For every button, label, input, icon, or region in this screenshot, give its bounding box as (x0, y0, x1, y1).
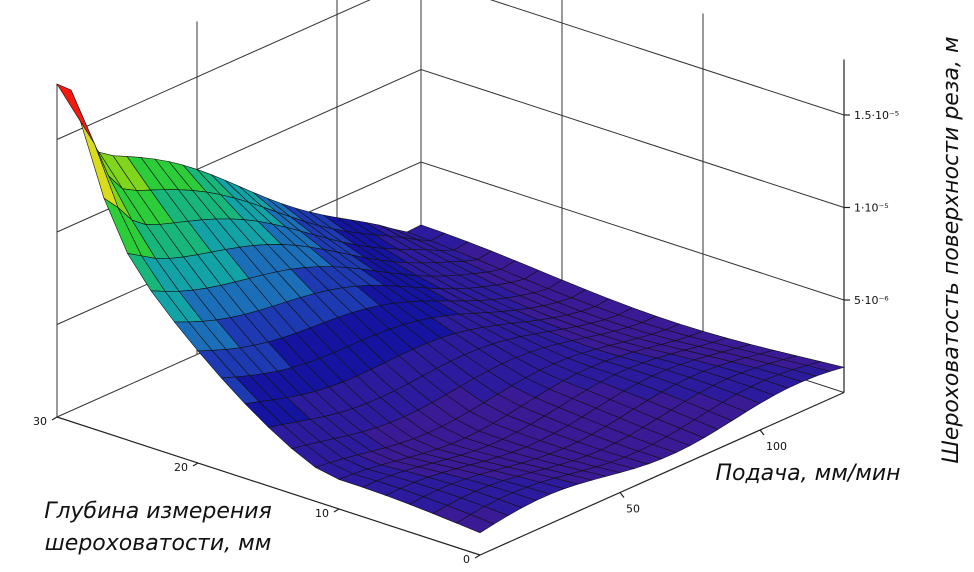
z-tick-label: 1.5·10⁻⁵ (854, 109, 899, 122)
feed-tick-mark (619, 492, 625, 498)
depth-tick-label: 20 (174, 461, 188, 474)
x-axis-title: Подача, мм/мин (715, 461, 900, 486)
depth-axis-line (56, 416, 481, 556)
tick-labels: 5·10⁻⁶ 1·10⁻⁵ 1.5·10⁻⁵ 0 10 20 30 50 100 (33, 109, 899, 566)
depth-tick-label: 0 (463, 553, 470, 566)
y-axis-title-line2: шероховатости, мм (45, 531, 272, 556)
surface-cell (455, 514, 495, 534)
z-tick-label: 5·10⁻⁶ (854, 294, 889, 307)
depth-tick-mark (51, 416, 58, 421)
z-tick-label: 1·10⁻⁵ (854, 202, 889, 215)
feed-tick-label: 50 (626, 503, 640, 516)
feed-tick-label: 100 (766, 440, 787, 453)
y-axis-title-line1: Глубина измерения (44, 499, 272, 524)
depth-tick-label: 10 (315, 507, 329, 520)
depth-tick-mark (474, 554, 481, 559)
depth-tick-mark (333, 508, 340, 513)
depth-tick-mark (192, 462, 199, 467)
z-axis-title: Шероховатость поверхности реза, м (939, 36, 964, 463)
depth-tick-label: 30 (33, 415, 47, 428)
feed-axis-line (479, 391, 845, 556)
feed-tick-mark (759, 429, 765, 436)
surface-mesh (56, 83, 846, 534)
axes (51, 59, 850, 559)
grid-line-z-3 (56, 0, 845, 140)
